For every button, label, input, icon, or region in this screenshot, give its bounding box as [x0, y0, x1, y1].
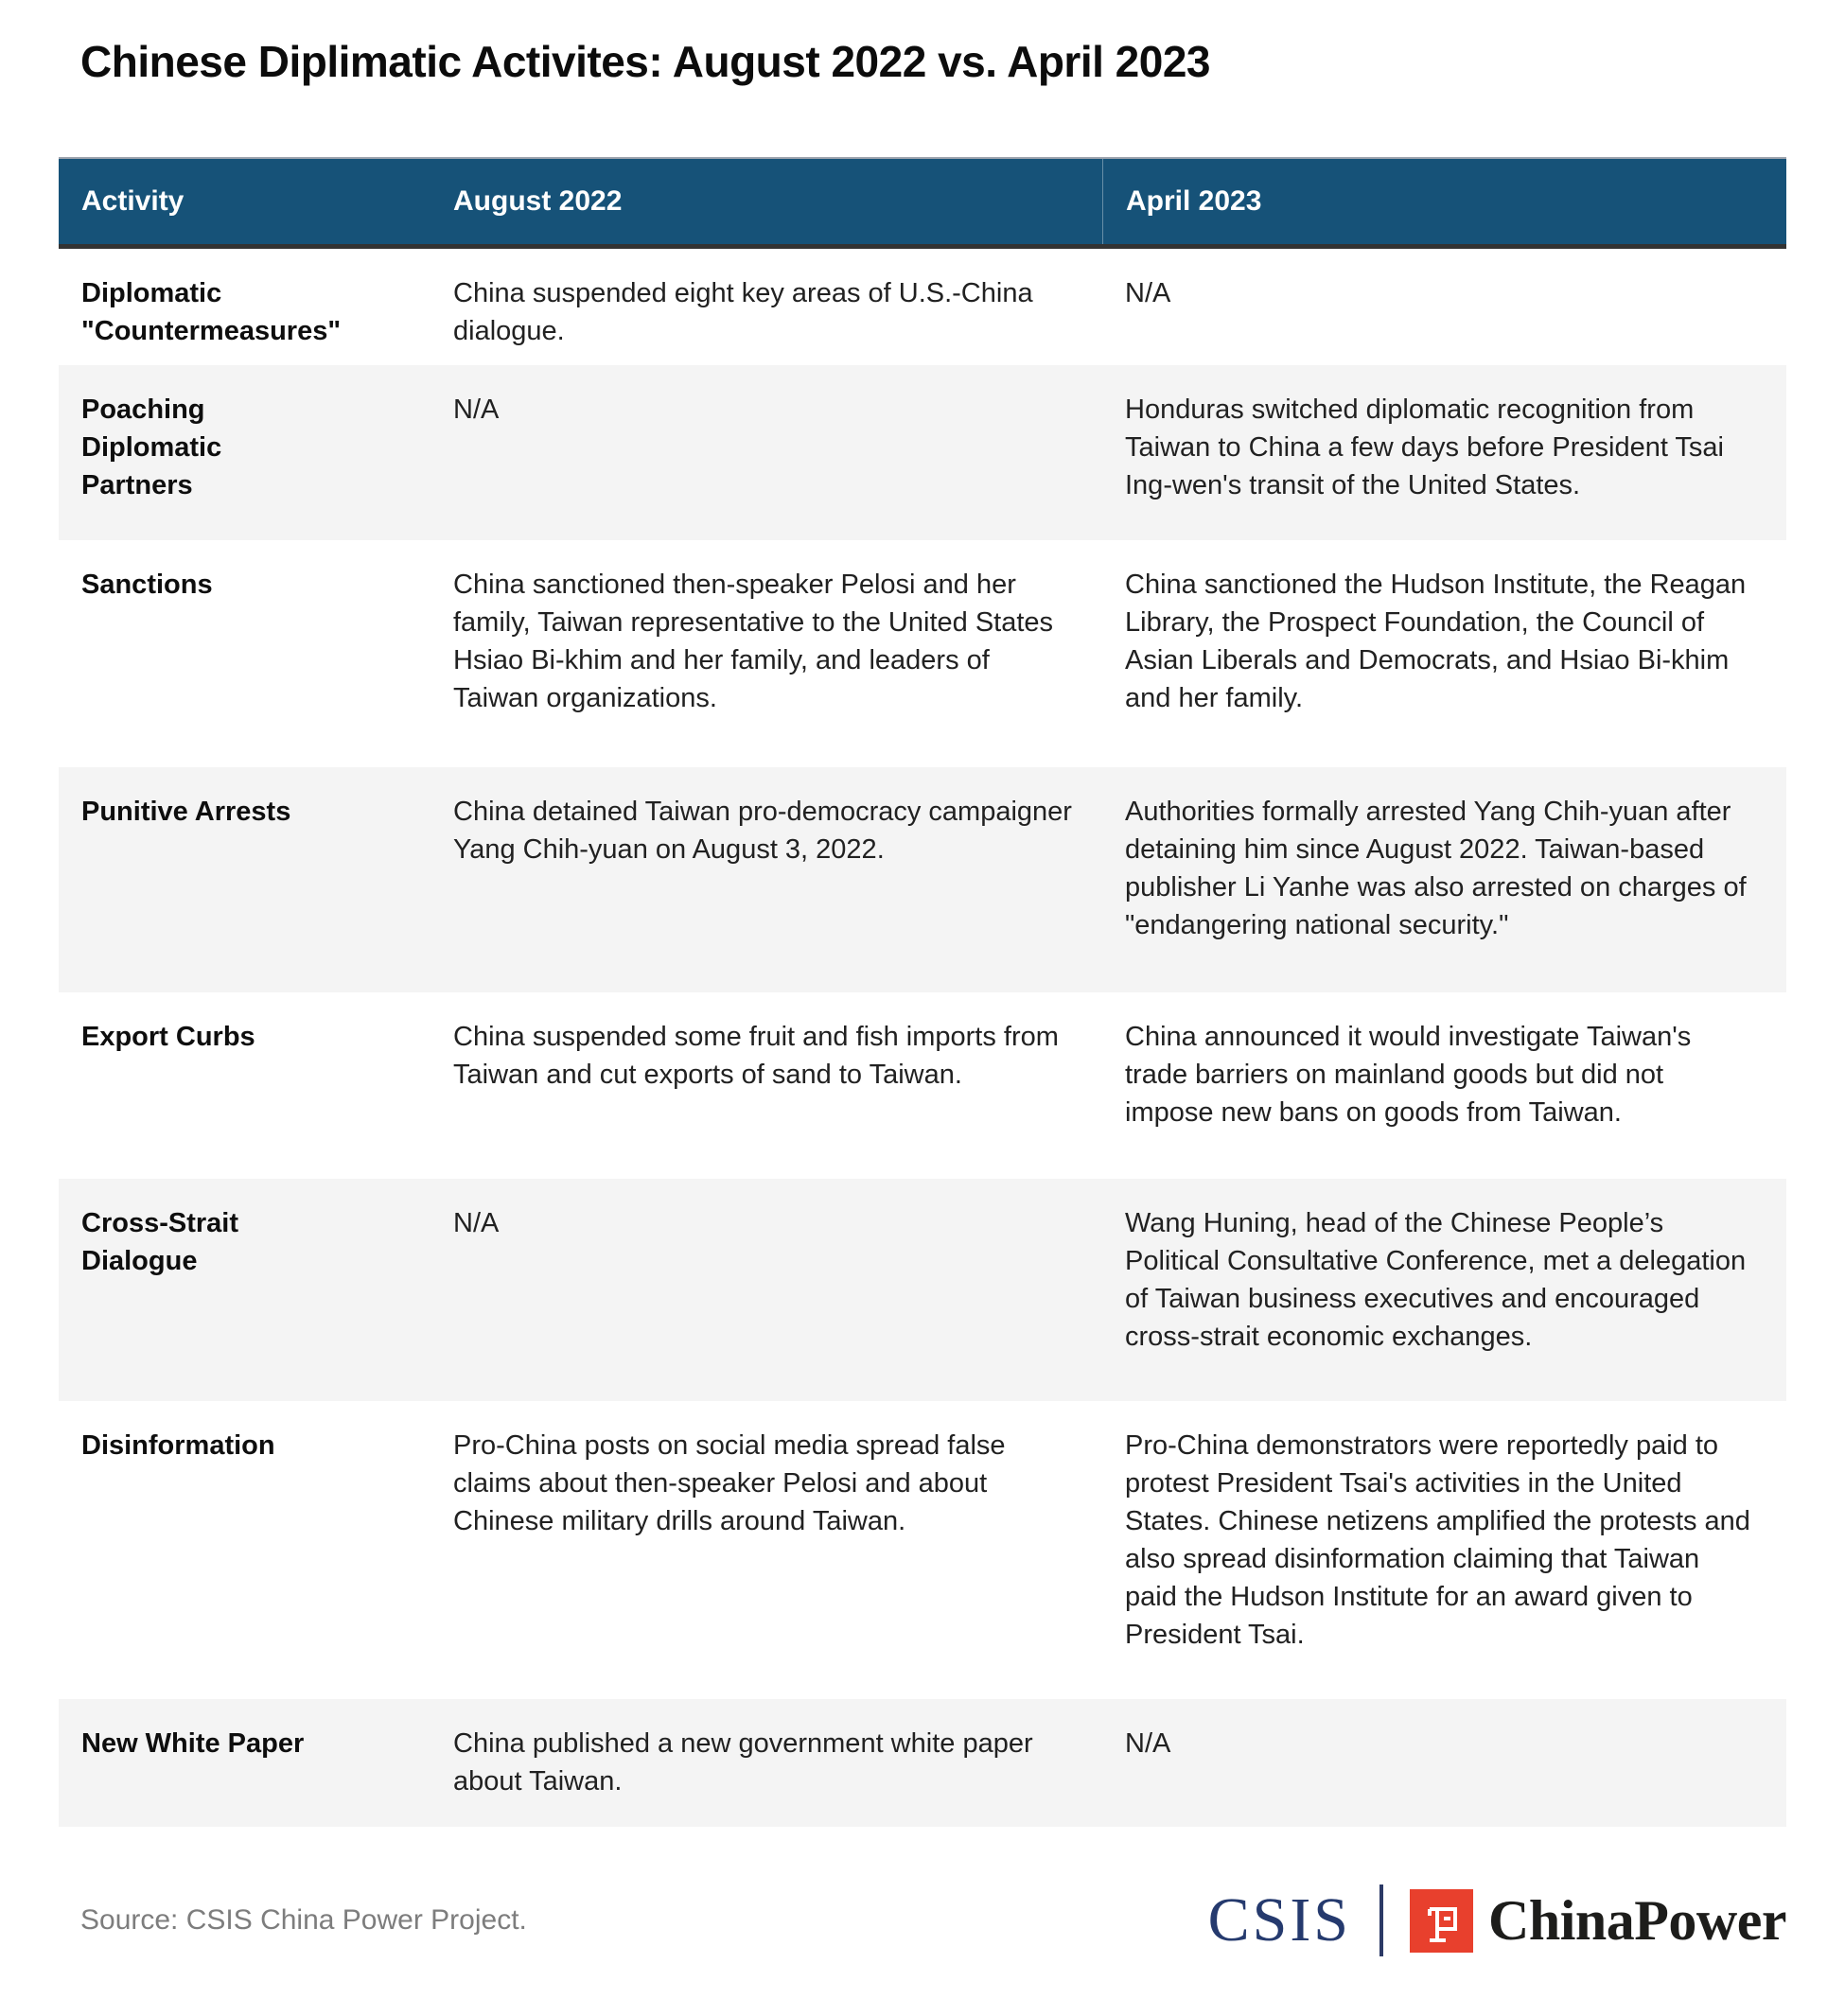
- activity-label: Punitive Arrests: [81, 797, 291, 827]
- cell-april-2023: Pro-China demonstrators were reportedly …: [1125, 1430, 1750, 1650]
- cell-april-2023: Wang Huning, head of the Chinese People’…: [1125, 1208, 1747, 1352]
- activity-label: Export Curbs: [81, 1022, 255, 1052]
- header-underline: [59, 244, 1786, 249]
- cell-april-2023: China sanctioned the Hudson Institute, t…: [1125, 570, 1747, 713]
- cell-august-2022: N/A: [453, 394, 500, 425]
- table-row: Punitive Arrests China detained Taiwan p…: [59, 767, 1786, 992]
- cell-august-2022: N/A: [453, 1208, 500, 1238]
- cell-august-2022: China sanctioned then-speaker Pelosi and…: [453, 570, 1054, 713]
- page-title: Chinese Diplimatic Activites: August 202…: [80, 37, 1211, 86]
- col-header-august-2022: August 2022: [453, 185, 623, 217]
- table-top-border: [59, 157, 1786, 159]
- source-note: Source: CSIS China Power Project.: [80, 1904, 527, 1936]
- table-row: Cross-Strait Dialogue N/A Wang Huning, h…: [59, 1179, 1786, 1401]
- table-row: Poaching Diplomatic Partners N/A Hondura…: [59, 365, 1786, 540]
- cell-august-2022: Pro-China posts on social media spread f…: [453, 1430, 1006, 1536]
- csis-logo-text: CSIS: [1207, 1885, 1352, 1955]
- cell-april-2023: Honduras switched diplomatic recognition…: [1125, 394, 1724, 500]
- cell-april-2023: China announced it would investigate Tai…: [1125, 1022, 1692, 1128]
- cell-april-2023: N/A: [1125, 278, 1171, 308]
- col-header-april-2023: April 2023: [1102, 159, 1786, 244]
- col-header-activity: Activity: [81, 185, 184, 217]
- table-body: Diplomatic "Countermeasures" China suspe…: [59, 249, 1786, 1827]
- table-header-row: Activity August 2022 April 2023: [59, 159, 1786, 244]
- csis-chinapower-logo: CSIS ChinaPower: [1208, 1885, 1786, 1956]
- cell-april-2023: Authorities formally arrested Yang Chih-…: [1125, 797, 1747, 940]
- cell-august-2022: China published a new government white p…: [453, 1728, 1033, 1797]
- activity-label: Disinformation: [81, 1430, 275, 1461]
- comparison-table: Activity August 2022 April 2023 Diplomat…: [59, 157, 1786, 1827]
- table-row: Export Curbs China suspended some fruit …: [59, 992, 1786, 1179]
- table-row: Disinformation Pro-China posts on social…: [59, 1401, 1786, 1699]
- table-row: Diplomatic "Countermeasures" China suspe…: [59, 249, 1786, 365]
- footer: Source: CSIS China Power Project. CSIS C…: [0, 1868, 1845, 1972]
- activity-label: New White Paper: [81, 1728, 305, 1759]
- activity-label: Diplomatic "Countermeasures": [81, 278, 342, 346]
- table-row: Sanctions China sanctioned then-speaker …: [59, 540, 1786, 767]
- chinapower-seal-icon: [1410, 1888, 1474, 1953]
- cell-august-2022: China detained Taiwan pro-democracy camp…: [453, 797, 1072, 865]
- cell-april-2023: N/A: [1125, 1728, 1171, 1759]
- activity-label: Cross-Strait Dialogue: [81, 1208, 238, 1276]
- table-row: New White Paper China published a new go…: [59, 1699, 1786, 1827]
- activity-label: Poaching Diplomatic Partners: [81, 394, 222, 500]
- chinapower-logo-text: ChinaPower: [1488, 1889, 1786, 1952]
- activity-label: Sanctions: [81, 570, 213, 600]
- cell-august-2022: China suspended some fruit and fish impo…: [453, 1022, 1059, 1090]
- cell-august-2022: China suspended eight key areas of U.S.-…: [453, 278, 1033, 346]
- logo-divider: [1379, 1885, 1384, 1956]
